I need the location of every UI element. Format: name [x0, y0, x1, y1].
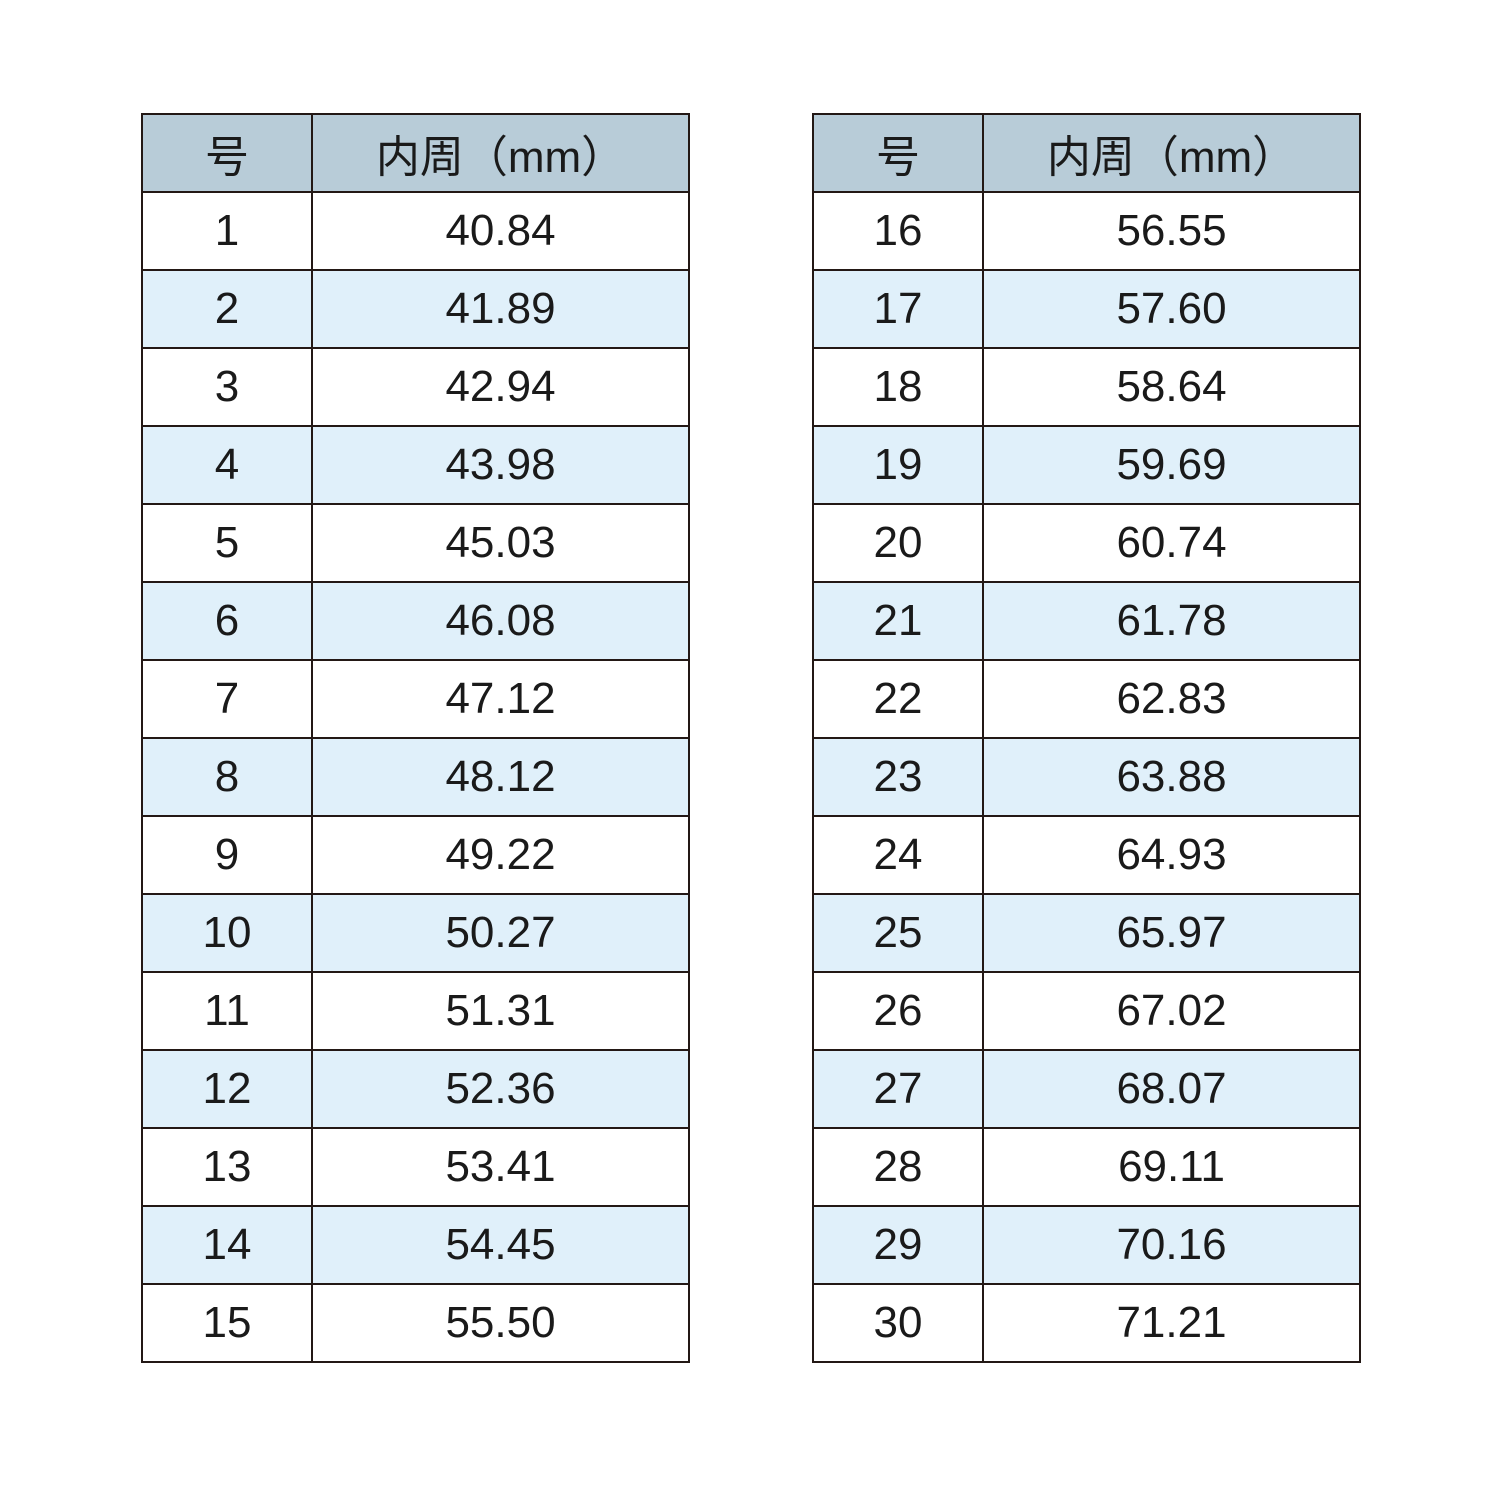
cell-circumference: 54.45 [311, 1205, 690, 1285]
cell-circumference: 59.69 [982, 425, 1361, 505]
cell-size: 28 [812, 1127, 984, 1207]
cell-size: 11 [141, 971, 313, 1051]
table-row: 26 67.02 [812, 971, 1361, 1051]
cell-circumference: 58.64 [982, 347, 1361, 427]
cell-size: 5 [141, 503, 313, 583]
cell-size: 2 [141, 269, 313, 349]
cell-size: 25 [812, 893, 984, 973]
cell-size: 14 [141, 1205, 313, 1285]
table-row: 27 68.07 [812, 1049, 1361, 1129]
cell-circumference: 70.16 [982, 1205, 1361, 1285]
header-circumference: 内周（mm） [982, 113, 1361, 193]
cell-size: 24 [812, 815, 984, 895]
cell-size: 6 [141, 581, 313, 661]
table-row: 10 50.27 [141, 893, 690, 973]
table-row: 2 41.89 [141, 269, 690, 349]
cell-size: 15 [141, 1283, 313, 1363]
header-size: 号 [812, 113, 984, 193]
cell-circumference: 41.89 [311, 269, 690, 349]
cell-size: 21 [812, 581, 984, 661]
table-row: 15 55.50 [141, 1283, 690, 1363]
table-row: 1 40.84 [141, 191, 690, 271]
ring-size-table-right: 号 内周（mm） 16 56.55 17 57.60 18 58.64 19 59.69 20 6… [812, 113, 1361, 1363]
cell-circumference: 51.31 [311, 971, 690, 1051]
table-row: 22 62.83 [812, 659, 1361, 739]
table-row: 21 61.78 [812, 581, 1361, 661]
header-row: 号 内周（mm） [812, 113, 1361, 193]
cell-circumference: 47.12 [311, 659, 690, 739]
table-row: 20 60.74 [812, 503, 1361, 583]
cell-circumference: 64.93 [982, 815, 1361, 895]
table-row: 28 69.11 [812, 1127, 1361, 1207]
cell-size: 10 [141, 893, 313, 973]
cell-circumference: 65.97 [982, 893, 1361, 973]
table-row: 4 43.98 [141, 425, 690, 505]
cell-size: 20 [812, 503, 984, 583]
cell-size: 29 [812, 1205, 984, 1285]
ring-size-table-left: 号 内周（mm） 1 40.84 2 41.89 3 42.94 4 43.98 5 45.03 6… [141, 113, 690, 1363]
cell-circumference: 55.50 [311, 1283, 690, 1363]
table-row: 18 58.64 [812, 347, 1361, 427]
table-row: 30 71.21 [812, 1283, 1361, 1363]
table-row: 16 56.55 [812, 191, 1361, 271]
cell-circumference: 62.83 [982, 659, 1361, 739]
cell-circumference: 61.78 [982, 581, 1361, 661]
cell-size: 22 [812, 659, 984, 739]
cell-circumference: 43.98 [311, 425, 690, 505]
cell-size: 18 [812, 347, 984, 427]
table-row: 23 63.88 [812, 737, 1361, 817]
cell-circumference: 63.88 [982, 737, 1361, 817]
cell-size: 30 [812, 1283, 984, 1363]
cell-circumference: 53.41 [311, 1127, 690, 1207]
cell-circumference: 48.12 [311, 737, 690, 817]
cell-circumference: 69.11 [982, 1127, 1361, 1207]
table-row: 3 42.94 [141, 347, 690, 427]
header-circumference: 内周（mm） [311, 113, 690, 193]
cell-circumference: 60.74 [982, 503, 1361, 583]
cell-circumference: 45.03 [311, 503, 690, 583]
cell-size: 27 [812, 1049, 984, 1129]
cell-circumference: 68.07 [982, 1049, 1361, 1129]
table-row: 29 70.16 [812, 1205, 1361, 1285]
cell-size: 9 [141, 815, 313, 895]
cell-size: 26 [812, 971, 984, 1051]
cell-circumference: 56.55 [982, 191, 1361, 271]
cell-size: 4 [141, 425, 313, 505]
table-row: 17 57.60 [812, 269, 1361, 349]
header-row: 号 内周（mm） [141, 113, 690, 193]
table-row: 11 51.31 [141, 971, 690, 1051]
cell-circumference: 46.08 [311, 581, 690, 661]
cell-size: 13 [141, 1127, 313, 1207]
cell-size: 8 [141, 737, 313, 817]
table-row: 8 48.12 [141, 737, 690, 817]
cell-circumference: 49.22 [311, 815, 690, 895]
table-row: 24 64.93 [812, 815, 1361, 895]
cell-size: 19 [812, 425, 984, 505]
table-row: 13 53.41 [141, 1127, 690, 1207]
table-row: 5 45.03 [141, 503, 690, 583]
cell-size: 17 [812, 269, 984, 349]
cell-circumference: 67.02 [982, 971, 1361, 1051]
cell-size: 23 [812, 737, 984, 817]
cell-size: 7 [141, 659, 313, 739]
cell-circumference: 71.21 [982, 1283, 1361, 1363]
table-row: 7 47.12 [141, 659, 690, 739]
cell-size: 12 [141, 1049, 313, 1129]
table-row: 9 49.22 [141, 815, 690, 895]
cell-circumference: 42.94 [311, 347, 690, 427]
cell-size: 1 [141, 191, 313, 271]
cell-size: 3 [141, 347, 313, 427]
table-row: 14 54.45 [141, 1205, 690, 1285]
header-size: 号 [141, 113, 313, 193]
cell-circumference: 40.84 [311, 191, 690, 271]
table-row: 12 52.36 [141, 1049, 690, 1129]
cell-circumference: 52.36 [311, 1049, 690, 1129]
cell-size: 16 [812, 191, 984, 271]
cell-circumference: 57.60 [982, 269, 1361, 349]
table-row: 19 59.69 [812, 425, 1361, 505]
table-row: 6 46.08 [141, 581, 690, 661]
cell-circumference: 50.27 [311, 893, 690, 973]
table-row: 25 65.97 [812, 893, 1361, 973]
